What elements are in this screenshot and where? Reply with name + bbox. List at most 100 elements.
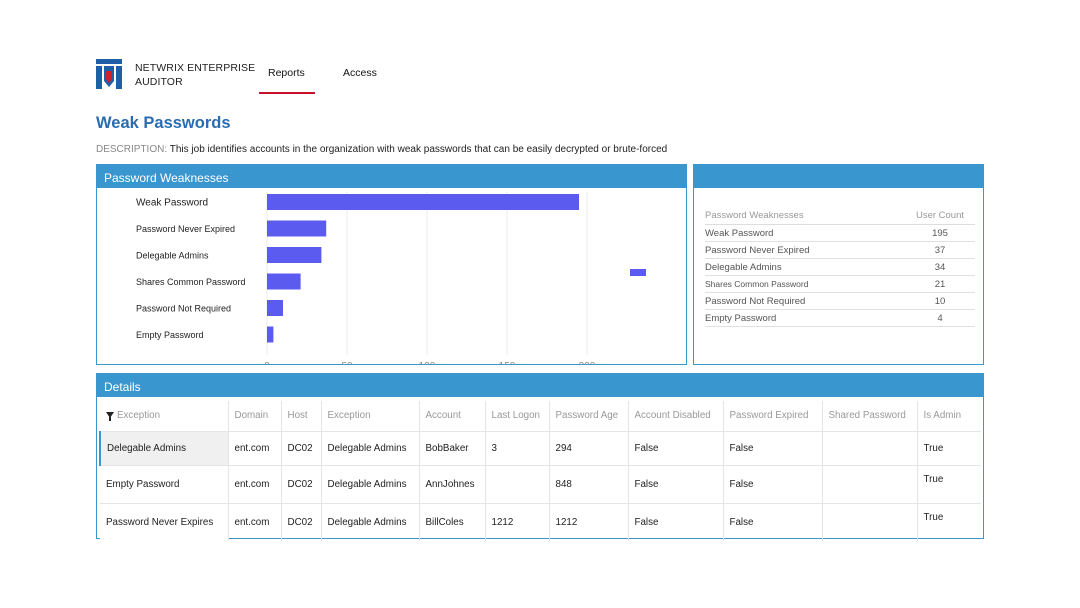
chart-panel: Password Weaknesses 0 50 100 150 200 Weak Pas…: [96, 164, 687, 365]
bar[interactable]: [267, 300, 283, 316]
summary-header-row: Password Weaknesses User Count: [705, 210, 975, 225]
details-cell-last-logon: [485, 465, 550, 504]
details-cell-last-logon: 1212: [485, 503, 550, 541]
netwrix-logo-icon: [96, 59, 122, 89]
summary-panel: Password Weaknesses User Count Weak Pass…: [693, 164, 984, 365]
details-cell-last-logon: 3: [485, 431, 550, 466]
page-title: Weak Passwords: [96, 114, 231, 132]
details-cell-password-expired: False: [723, 503, 823, 541]
details-row-exception[interactable]: Password Never Expires: [100, 503, 229, 541]
category-label: Empty Password: [136, 330, 204, 340]
filter-icon[interactable]: [106, 412, 114, 422]
summary-row: Password Never Expired 37: [705, 241, 975, 259]
summary-row: Weak Password 195: [705, 224, 975, 242]
bar[interactable]: [267, 247, 322, 263]
summary-count: 10: [905, 292, 975, 310]
page-description: DESCRIPTION: This job identifies account…: [96, 144, 667, 155]
x-tick-label: 100: [419, 361, 436, 364]
details-header-last-logon[interactable]: Last Logon: [485, 401, 550, 432]
bar[interactable]: [267, 220, 327, 237]
details-header-shared-password[interactable]: Shared Password: [822, 401, 918, 432]
details-header-password-age[interactable]: Password Age: [549, 401, 629, 432]
active-tab-indicator: [259, 92, 315, 94]
summary-weakness: Delegable Admins: [705, 258, 905, 276]
summary-row: Password Not Required 10: [705, 292, 975, 310]
details-cell-shared-password: [822, 465, 918, 504]
brand-line-2: AUDITOR: [135, 76, 183, 88]
details-header-exception[interactable]: Exception: [321, 401, 420, 432]
category-label: Password Never Expired: [136, 224, 235, 234]
details-row[interactable]: Password Never Expires ent.com DC02 Delegab…: [100, 503, 981, 541]
x-tick-label: 150: [499, 361, 516, 364]
details-cell-account-disabled: False: [628, 431, 724, 466]
category-label: Weak Password: [136, 198, 208, 209]
details-cell-account: AnnJohnes: [419, 465, 486, 504]
details-panel: Details Exception Domain Host Exception …: [96, 373, 984, 541]
category-label: Delegable Admins: [136, 251, 209, 261]
details-cell-domain: ent.com: [228, 431, 282, 466]
details-row[interactable]: Empty Password ent.com DC02 Delegable Admin…: [100, 465, 981, 504]
summary-weakness: Empty Password: [705, 309, 905, 327]
summary-header-count[interactable]: User Count: [905, 210, 975, 225]
details-cell-password-expired: False: [723, 465, 823, 504]
details-cell-domain: ent.com: [228, 465, 282, 504]
details-cell-password-age: 1212: [549, 503, 629, 541]
bar[interactable]: [267, 273, 301, 290]
bar[interactable]: [267, 326, 274, 343]
category-label: Password Not Required: [136, 304, 231, 314]
details-row-exception[interactable]: Empty Password: [100, 465, 229, 504]
details-cell-domain: ent.com: [228, 503, 282, 541]
filter-header-label: Exception: [117, 410, 161, 422]
details-header-row: Exception Domain Host Exception Account …: [100, 401, 981, 432]
details-cell-account: BillColes: [419, 503, 486, 541]
bar[interactable]: [267, 194, 579, 210]
details-cell-password-age: 848: [549, 465, 629, 504]
details-cell-is-admin: True: [917, 465, 981, 504]
summary-header-weakness[interactable]: Password Weaknesses: [705, 210, 905, 225]
summary-count: 34: [905, 258, 975, 276]
x-tick-label: 50: [341, 361, 353, 364]
details-cell-host: DC02: [281, 465, 322, 504]
details-cell-host: DC02: [281, 431, 322, 466]
details-cell-exception: Delegable Admins: [321, 503, 420, 541]
details-cell-exception: Delegable Admins: [321, 465, 420, 504]
summary-row: Shares Common Password 21: [705, 275, 975, 293]
x-tick-label: 0: [264, 361, 270, 364]
summary-count: 4: [905, 309, 975, 327]
details-header-exception-filter[interactable]: Exception: [100, 401, 229, 432]
details-cell-account-disabled: False: [628, 465, 724, 504]
tab-reports[interactable]: Reports: [268, 67, 305, 79]
brand-name: NETWRIX ENTERPRISE AUDITOR: [135, 61, 255, 89]
details-header-domain[interactable]: Domain: [228, 401, 282, 432]
chart-panel-title: Password Weaknesses: [97, 165, 686, 188]
details-cell-is-admin: True: [923, 511, 944, 523]
details-header-is-admin[interactable]: Is Admin: [917, 401, 981, 432]
details-header-account[interactable]: Account: [419, 401, 486, 432]
summary-count: 37: [905, 241, 975, 259]
summary-weakness: Password Never Expired: [705, 241, 905, 259]
category-label: Shares Common Password: [136, 277, 246, 287]
summary-table: Password Weaknesses User Count Weak Pass…: [705, 210, 975, 327]
summary-weakness: Password Not Required: [705, 292, 905, 310]
summary-row: Delegable Admins 34: [705, 258, 975, 276]
details-cell-shared-password: [822, 431, 918, 466]
details-header-password-expired[interactable]: Password Expired: [723, 401, 823, 432]
summary-weakness: Weak Password: [705, 224, 905, 242]
details-row-exception[interactable]: Delegable Admins: [99, 431, 229, 466]
details-cell-account-disabled: False: [628, 503, 724, 541]
details-cell-account: BobBaker: [419, 431, 486, 466]
details-row[interactable]: Delegable Admins ent.com DC02 Delegable Adm…: [99, 431, 981, 466]
details-header-host[interactable]: Host: [281, 401, 322, 432]
tab-access[interactable]: Access: [343, 67, 377, 79]
details-header-account-disabled[interactable]: Account Disabled: [628, 401, 724, 432]
summary-weakness: Shares Common Password: [705, 275, 905, 293]
x-tick-label: 200: [579, 361, 596, 364]
brand-line-1: NETWRIX ENTERPRISE: [135, 62, 256, 74]
details-cell-shared-password: [822, 503, 918, 541]
summary-row: Empty Password 4: [705, 309, 975, 327]
description-text: This job identifies accounts in the orga…: [169, 144, 668, 155]
description-label: DESCRIPTION:: [96, 144, 168, 155]
app-header: NETWRIX ENTERPRISE AUDITOR Reports Acces…: [96, 58, 996, 94]
password-weakness-chart: 0 50 100 150 200 Weak Password Password Never …: [136, 192, 646, 364]
details-panel-title: Details: [97, 374, 983, 397]
